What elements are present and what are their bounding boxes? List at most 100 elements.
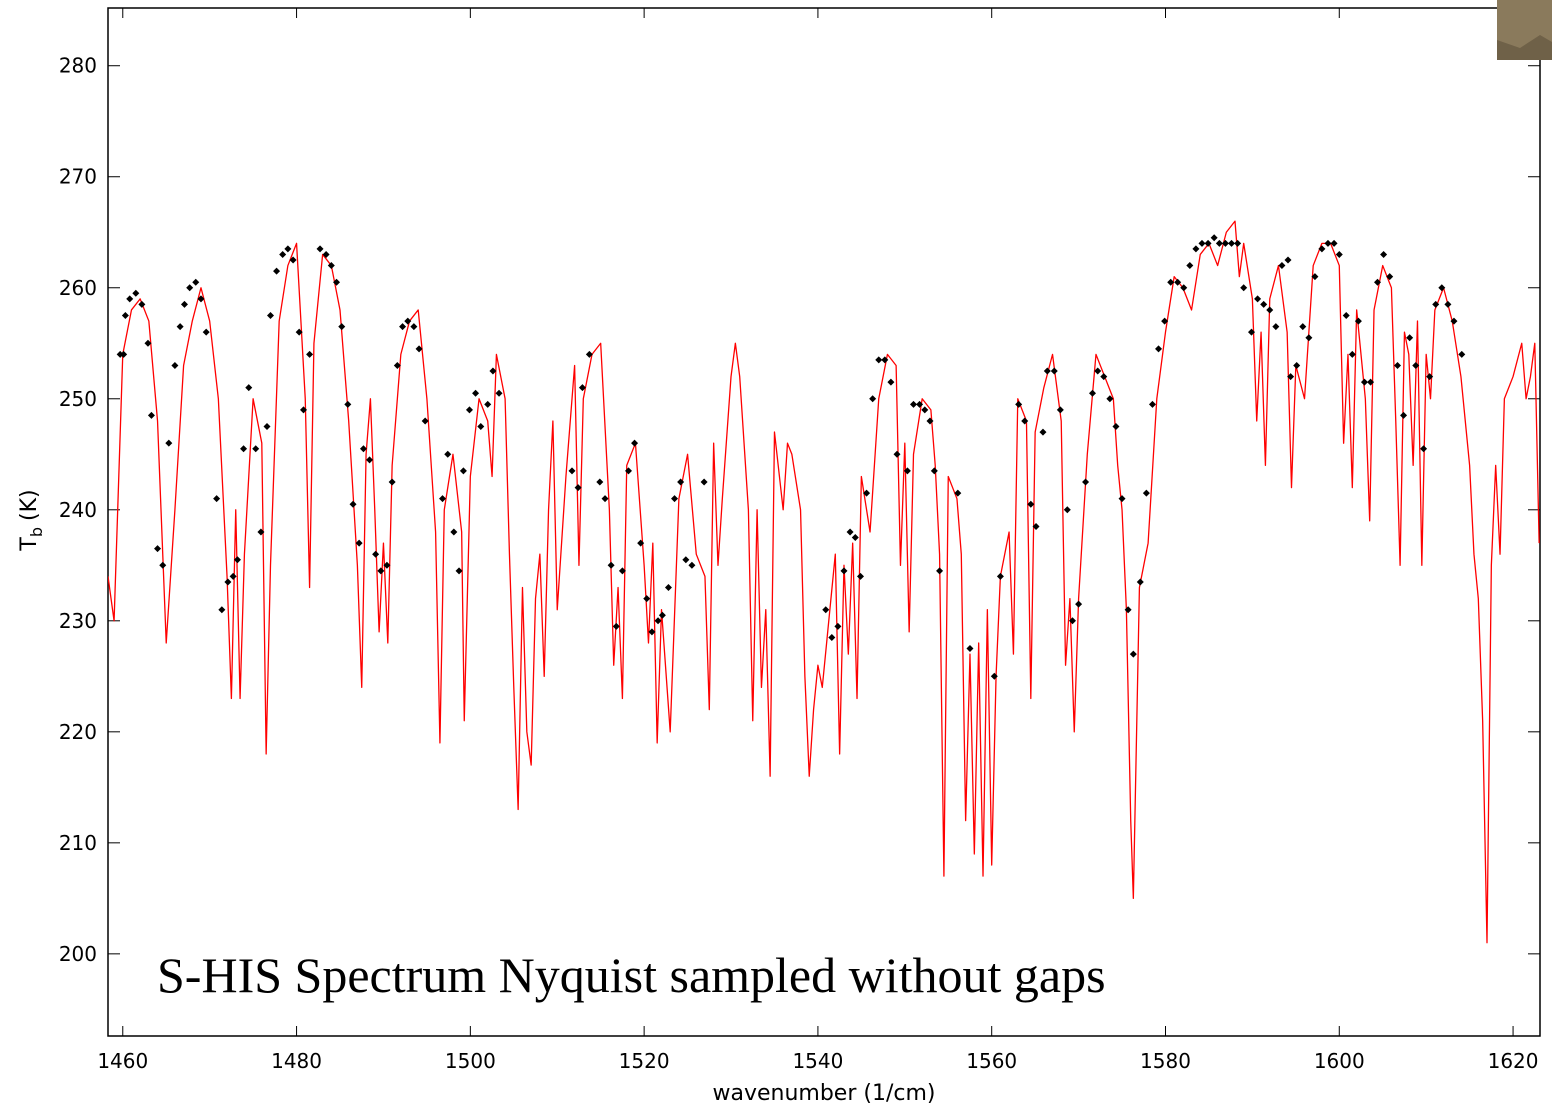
y-label-unit: (K) xyxy=(17,489,42,521)
data-point xyxy=(132,289,140,297)
data-point xyxy=(612,622,620,630)
data-point xyxy=(1432,300,1440,308)
y-tick-label: 210 xyxy=(59,831,97,855)
data-point xyxy=(257,528,265,536)
data-point xyxy=(1192,245,1200,253)
data-point xyxy=(372,550,380,558)
data-point xyxy=(903,467,911,475)
x-axis-label: wavenumber (1/cm) xyxy=(713,1081,936,1106)
data-point xyxy=(377,567,385,575)
data-point xyxy=(1032,522,1040,530)
data-point xyxy=(1374,278,1382,286)
data-point xyxy=(828,633,836,641)
data-point xyxy=(1354,317,1362,325)
data-point xyxy=(1050,367,1058,375)
data-point xyxy=(578,384,586,392)
data-point xyxy=(700,478,708,486)
data-point xyxy=(1287,373,1295,381)
data-point xyxy=(682,556,690,564)
plot-area xyxy=(108,220,1540,944)
data-point xyxy=(1272,323,1280,331)
data-point xyxy=(1075,600,1083,608)
data-point xyxy=(1124,606,1132,614)
data-point xyxy=(1330,239,1338,247)
data-point xyxy=(585,350,593,358)
data-point xyxy=(664,583,672,591)
data-point xyxy=(439,495,447,503)
data-point xyxy=(1348,350,1356,358)
data-point xyxy=(1118,495,1126,503)
thumbnail-detail xyxy=(1497,35,1552,60)
data-point xyxy=(1367,378,1375,386)
data-point xyxy=(926,417,934,425)
data-point xyxy=(1089,389,1096,397)
data-point xyxy=(1438,284,1446,292)
data-point xyxy=(415,345,423,353)
data-point xyxy=(637,539,645,547)
data-point xyxy=(1260,300,1268,308)
data-point xyxy=(245,384,253,392)
data-point xyxy=(202,328,210,336)
data-point xyxy=(658,611,666,619)
data-point xyxy=(1450,317,1458,325)
data-point xyxy=(916,400,924,408)
data-point xyxy=(366,456,374,464)
data-point xyxy=(1393,361,1401,369)
data-point xyxy=(856,572,864,580)
data-point xyxy=(1318,245,1326,253)
data-point xyxy=(300,406,308,414)
data-point xyxy=(1204,239,1212,247)
data-point xyxy=(654,617,662,625)
data-point xyxy=(834,622,842,630)
data-point xyxy=(213,495,221,503)
data-point xyxy=(643,595,651,603)
y-label-sub: b xyxy=(27,527,46,537)
data-point xyxy=(1215,239,1223,247)
data-point xyxy=(631,439,639,447)
data-point xyxy=(846,528,854,536)
data-point xyxy=(822,606,830,614)
data-point xyxy=(1386,273,1394,281)
data-point xyxy=(359,445,367,453)
data-point xyxy=(224,578,232,586)
x-tick-label: 1520 xyxy=(619,1049,670,1073)
data-point xyxy=(1228,239,1236,247)
data-point xyxy=(144,339,152,347)
data-point xyxy=(1082,478,1090,486)
data-point xyxy=(1412,361,1420,369)
data-point xyxy=(383,561,391,569)
data-point xyxy=(1167,278,1175,286)
data-point xyxy=(863,489,871,497)
data-point xyxy=(1234,239,1242,247)
data-point xyxy=(1056,406,1064,414)
data-point xyxy=(966,645,974,653)
y-label-main: T xyxy=(17,537,42,552)
data-point xyxy=(1360,378,1368,386)
data-point xyxy=(1458,350,1466,358)
data-point xyxy=(1142,489,1150,497)
data-point xyxy=(159,561,167,569)
x-tick-label: 1580 xyxy=(1140,1049,1191,1073)
data-point xyxy=(1129,650,1137,658)
data-point xyxy=(197,295,205,303)
data-point xyxy=(1210,234,1218,242)
data-point xyxy=(881,356,889,364)
data-point xyxy=(165,439,173,447)
data-point xyxy=(875,356,883,364)
data-point xyxy=(399,323,407,331)
data-point xyxy=(192,278,200,286)
ticks: 1460 1480 1500 1520 1540 1560 1580 1600 1620 200 2… xyxy=(59,8,1540,1073)
data-point xyxy=(450,528,458,536)
data-point xyxy=(344,400,352,408)
data-point xyxy=(1221,239,1229,247)
data-point xyxy=(289,256,297,264)
data-point xyxy=(489,367,497,375)
x-tick-label: 1540 xyxy=(792,1049,843,1073)
x-tick-label: 1500 xyxy=(445,1049,496,1073)
data-point xyxy=(404,317,412,325)
data-point xyxy=(1311,273,1319,281)
data-point xyxy=(1278,262,1286,270)
data-point xyxy=(349,500,357,508)
data-point xyxy=(1094,367,1102,375)
data-point xyxy=(1266,306,1274,314)
